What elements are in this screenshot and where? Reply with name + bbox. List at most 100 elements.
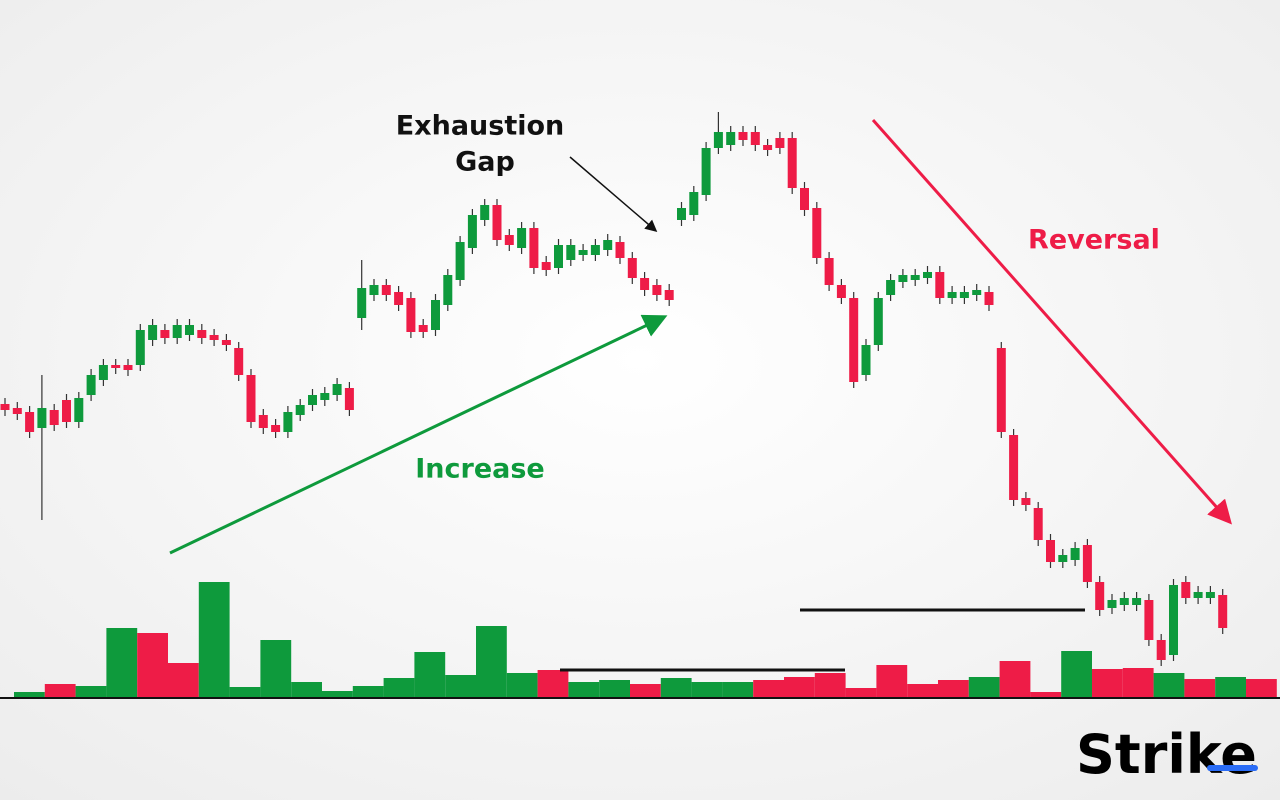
candle-body: [898, 275, 908, 282]
candle-body: [1181, 582, 1191, 598]
candle-body: [123, 365, 133, 370]
candle-body: [529, 228, 539, 268]
candle-body: [763, 145, 773, 150]
volume-bar: [722, 682, 754, 697]
candle-body: [443, 275, 453, 305]
candle-body: [627, 258, 637, 278]
volume-bar: [876, 665, 908, 697]
candle-body: [357, 288, 367, 318]
candle-body: [344, 388, 354, 410]
candle-body: [910, 275, 920, 280]
candle-body: [1144, 600, 1154, 640]
volume-bar: [1184, 679, 1216, 697]
volume-bar: [1122, 668, 1154, 697]
candle-body: [947, 292, 957, 298]
candle-body: [381, 285, 391, 295]
candle-body: [886, 280, 896, 295]
candle-body: [849, 298, 859, 382]
volume-bar: [999, 661, 1031, 697]
candle-body: [812, 208, 822, 258]
candle-body: [677, 208, 686, 220]
marks: [0, 112, 1277, 697]
volume-bar: [537, 670, 569, 697]
candle-body: [12, 408, 22, 414]
candle-body: [603, 240, 613, 250]
candle-body: [49, 410, 59, 425]
candle-body: [209, 335, 219, 340]
volume-bar: [907, 684, 938, 697]
candle-body: [37, 408, 47, 428]
candle-body: [652, 285, 662, 295]
volume-bar: [137, 633, 168, 697]
candle-body: [775, 138, 785, 148]
candle-body: [308, 395, 317, 405]
volume-bar: [814, 673, 846, 697]
volume-bar: [845, 688, 877, 697]
candle-body: [541, 262, 551, 270]
annotation: Gap: [455, 147, 515, 178]
candle-body: [578, 250, 588, 255]
volume-bar: [1092, 669, 1123, 697]
volume-bar: [445, 675, 476, 697]
candle-body: [701, 148, 711, 195]
annotation: Exhaustion: [396, 111, 565, 142]
candle-body: [271, 425, 281, 432]
volume-bar: [753, 680, 784, 697]
volume-bar: [168, 663, 199, 697]
candle-body: [160, 330, 170, 338]
candle-body: [996, 348, 1006, 432]
volume-bar: [1246, 679, 1277, 697]
candle-body: [517, 228, 527, 248]
candle-body: [959, 292, 969, 298]
candle-body: [1095, 582, 1105, 610]
candle-body: [1033, 508, 1043, 540]
candle-body: [566, 245, 576, 260]
candle-body: [664, 290, 674, 300]
candle-body: [148, 325, 158, 340]
candle-body: [504, 235, 514, 245]
volume-bar: [322, 691, 353, 697]
volume-bar: [291, 682, 322, 697]
volume-bar: [198, 582, 230, 697]
volume-bar: [14, 692, 45, 697]
candle-body: [492, 205, 502, 240]
volume-bar: [506, 673, 538, 697]
candle-body: [554, 245, 563, 268]
candle-body: [86, 375, 96, 395]
candle-body: [455, 242, 465, 280]
candle-body: [1218, 595, 1228, 628]
candle-body: [197, 330, 207, 338]
volume-bar: [938, 680, 969, 697]
volume-bar: [229, 687, 261, 697]
candle-body: [1021, 498, 1031, 505]
candle-body: [185, 325, 194, 335]
candle-body: [972, 290, 982, 295]
volume-bar: [599, 680, 630, 697]
candle-body: [246, 375, 256, 422]
annotation: Reversal: [1028, 225, 1160, 256]
volume-bar: [1030, 692, 1062, 697]
candle-body: [234, 348, 244, 375]
candle-body: [74, 398, 84, 422]
volume-bar: [414, 652, 446, 697]
candle-body: [726, 132, 736, 145]
candle-body: [135, 330, 145, 365]
candle-body: [935, 272, 945, 298]
candle-body: [923, 272, 932, 278]
candle-body: [1107, 600, 1117, 608]
candle-body: [480, 205, 490, 220]
candle-body: [111, 365, 121, 368]
candle-body: [1058, 555, 1068, 562]
volume-bar: [1061, 651, 1092, 697]
candle-body: [1119, 598, 1129, 605]
candle-body: [824, 258, 834, 285]
candle-body: [1169, 585, 1178, 655]
candle-body: [836, 285, 846, 298]
candle-body: [861, 345, 871, 375]
candle-body: [62, 400, 71, 422]
candle-body: [689, 192, 699, 215]
volume-bar: [691, 682, 723, 697]
candle-body: [221, 340, 231, 345]
volume-bar: [1215, 677, 1246, 697]
